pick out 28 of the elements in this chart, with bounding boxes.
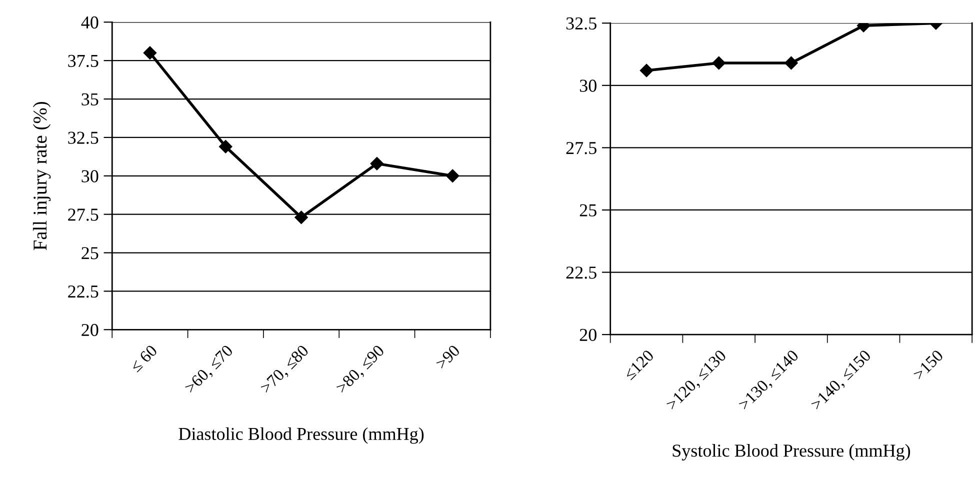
y-tick-label: 20 [82,324,98,336]
point [219,140,232,154]
x-tick-label: >70, ≤80 [260,344,311,396]
y-tick-label: 32.5 [566,17,596,30]
x-axis-title: Systolic Blood Pressure (mmHg) [672,444,910,460]
point [446,169,460,182]
point [294,210,308,224]
y-tick-label: 30 [580,80,596,92]
y-tick-label: 27.5 [566,142,596,154]
x-tick-label: >60, ≤70 [184,344,236,396]
y-tick-label: 22.5 [566,266,596,279]
y-tick-label: 22.5 [68,286,98,298]
y-tick-label: 35 [82,93,98,106]
x-tick-label: >90 [435,344,460,370]
x-axis-title: Diastolic Blood Pressure (mmHg) [178,427,424,444]
y-tick-label: 25 [82,247,98,260]
y-tick-label: 27.5 [68,208,98,221]
y-tick-label: 30 [82,170,98,182]
point [143,46,157,60]
y-tick-label: 37.5 [68,54,98,68]
x-tick-label: >80, ≤90 [335,344,386,396]
y-tick-label: 20 [580,328,596,341]
point [370,157,384,170]
y-tick-label: 32.5 [68,132,98,144]
y-tick-label: 40 [81,16,98,29]
x-tick-label: ≤ 60 [130,344,158,373]
y-tick-label: 25 [580,204,596,216]
y-axis-title: Fall injury rate (%) [32,102,51,250]
